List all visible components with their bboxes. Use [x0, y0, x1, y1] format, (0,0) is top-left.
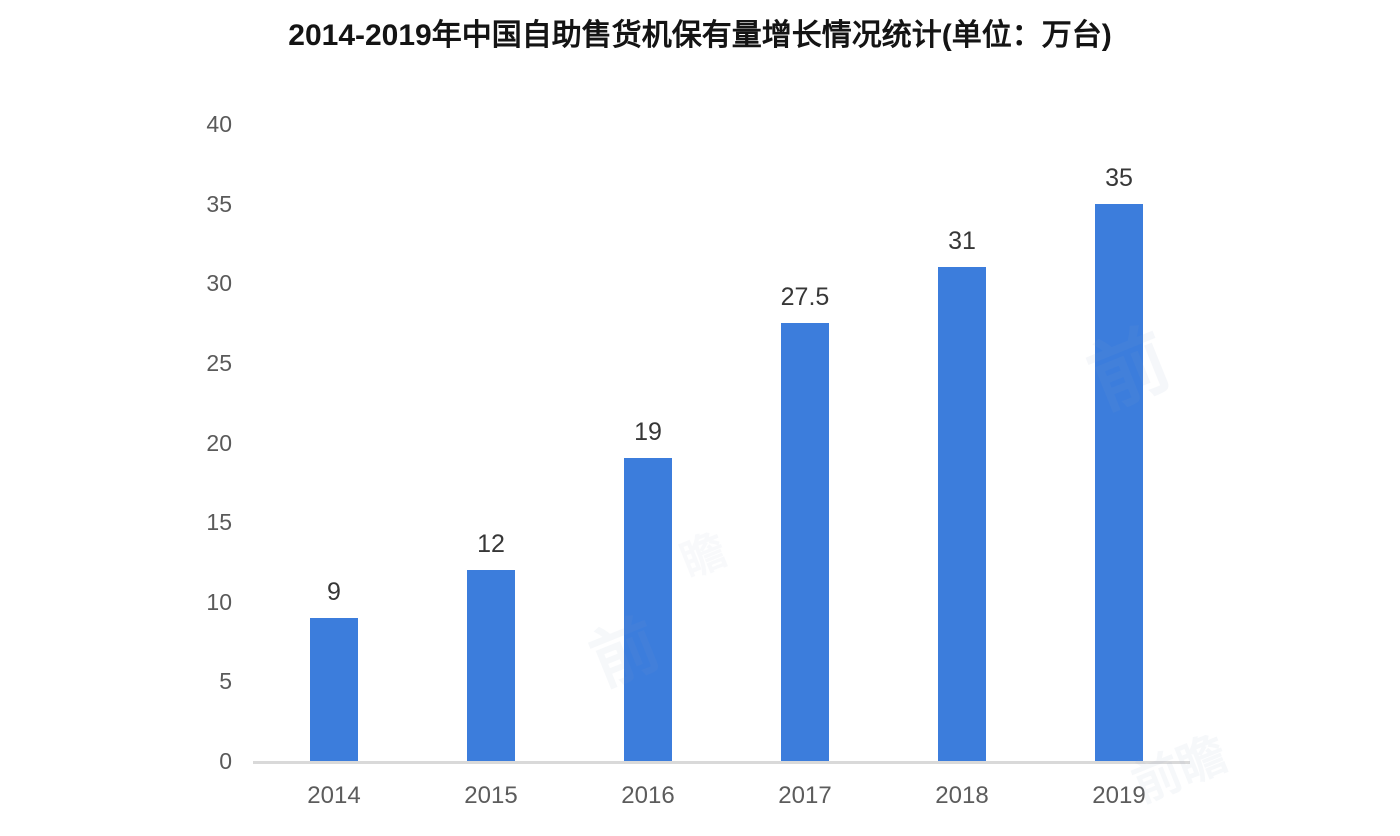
bar-value-label: 35 — [1105, 163, 1133, 192]
x-tick-label-2019: 2019 — [1092, 782, 1146, 809]
bar-2018 — [938, 267, 986, 761]
y-tick-label: 15 — [206, 509, 232, 536]
watermark-text: 瞻 — [674, 525, 734, 588]
bar-2016 — [624, 458, 672, 761]
bar-value-label: 9 — [327, 577, 341, 606]
x-tick-label-2015: 2015 — [464, 782, 518, 809]
x-tick-label-2018: 2018 — [935, 782, 989, 809]
y-tick-label: 35 — [206, 190, 232, 217]
y-tick-label: 25 — [206, 349, 232, 376]
bar-2017 — [781, 323, 829, 761]
bar-2019 — [1095, 203, 1143, 761]
chart-title: 2014-2019年中国自助售货机保有量增长情况统计(单位：万台) — [288, 19, 1112, 52]
x-axis-line — [253, 761, 1190, 764]
bar-value-label: 12 — [477, 529, 505, 558]
x-tick-label-2016: 2016 — [621, 782, 675, 809]
y-tick-label: 10 — [206, 588, 232, 615]
y-tick-label: 0 — [219, 748, 232, 774]
y-tick-label: 40 — [206, 111, 232, 137]
y-tick-label: 30 — [206, 270, 232, 297]
bar-2014 — [310, 617, 358, 761]
x-tick-label-2014: 2014 — [307, 782, 361, 809]
bar-value-label: 27.5 — [780, 283, 830, 312]
bar-2015 — [467, 569, 515, 761]
bar-value-label: 31 — [948, 227, 976, 256]
bar-value-label: 19 — [634, 418, 662, 447]
x-tick-label-2017: 2017 — [778, 782, 832, 809]
y-tick-label: 20 — [206, 429, 232, 456]
y-tick-label: 5 — [219, 668, 232, 695]
